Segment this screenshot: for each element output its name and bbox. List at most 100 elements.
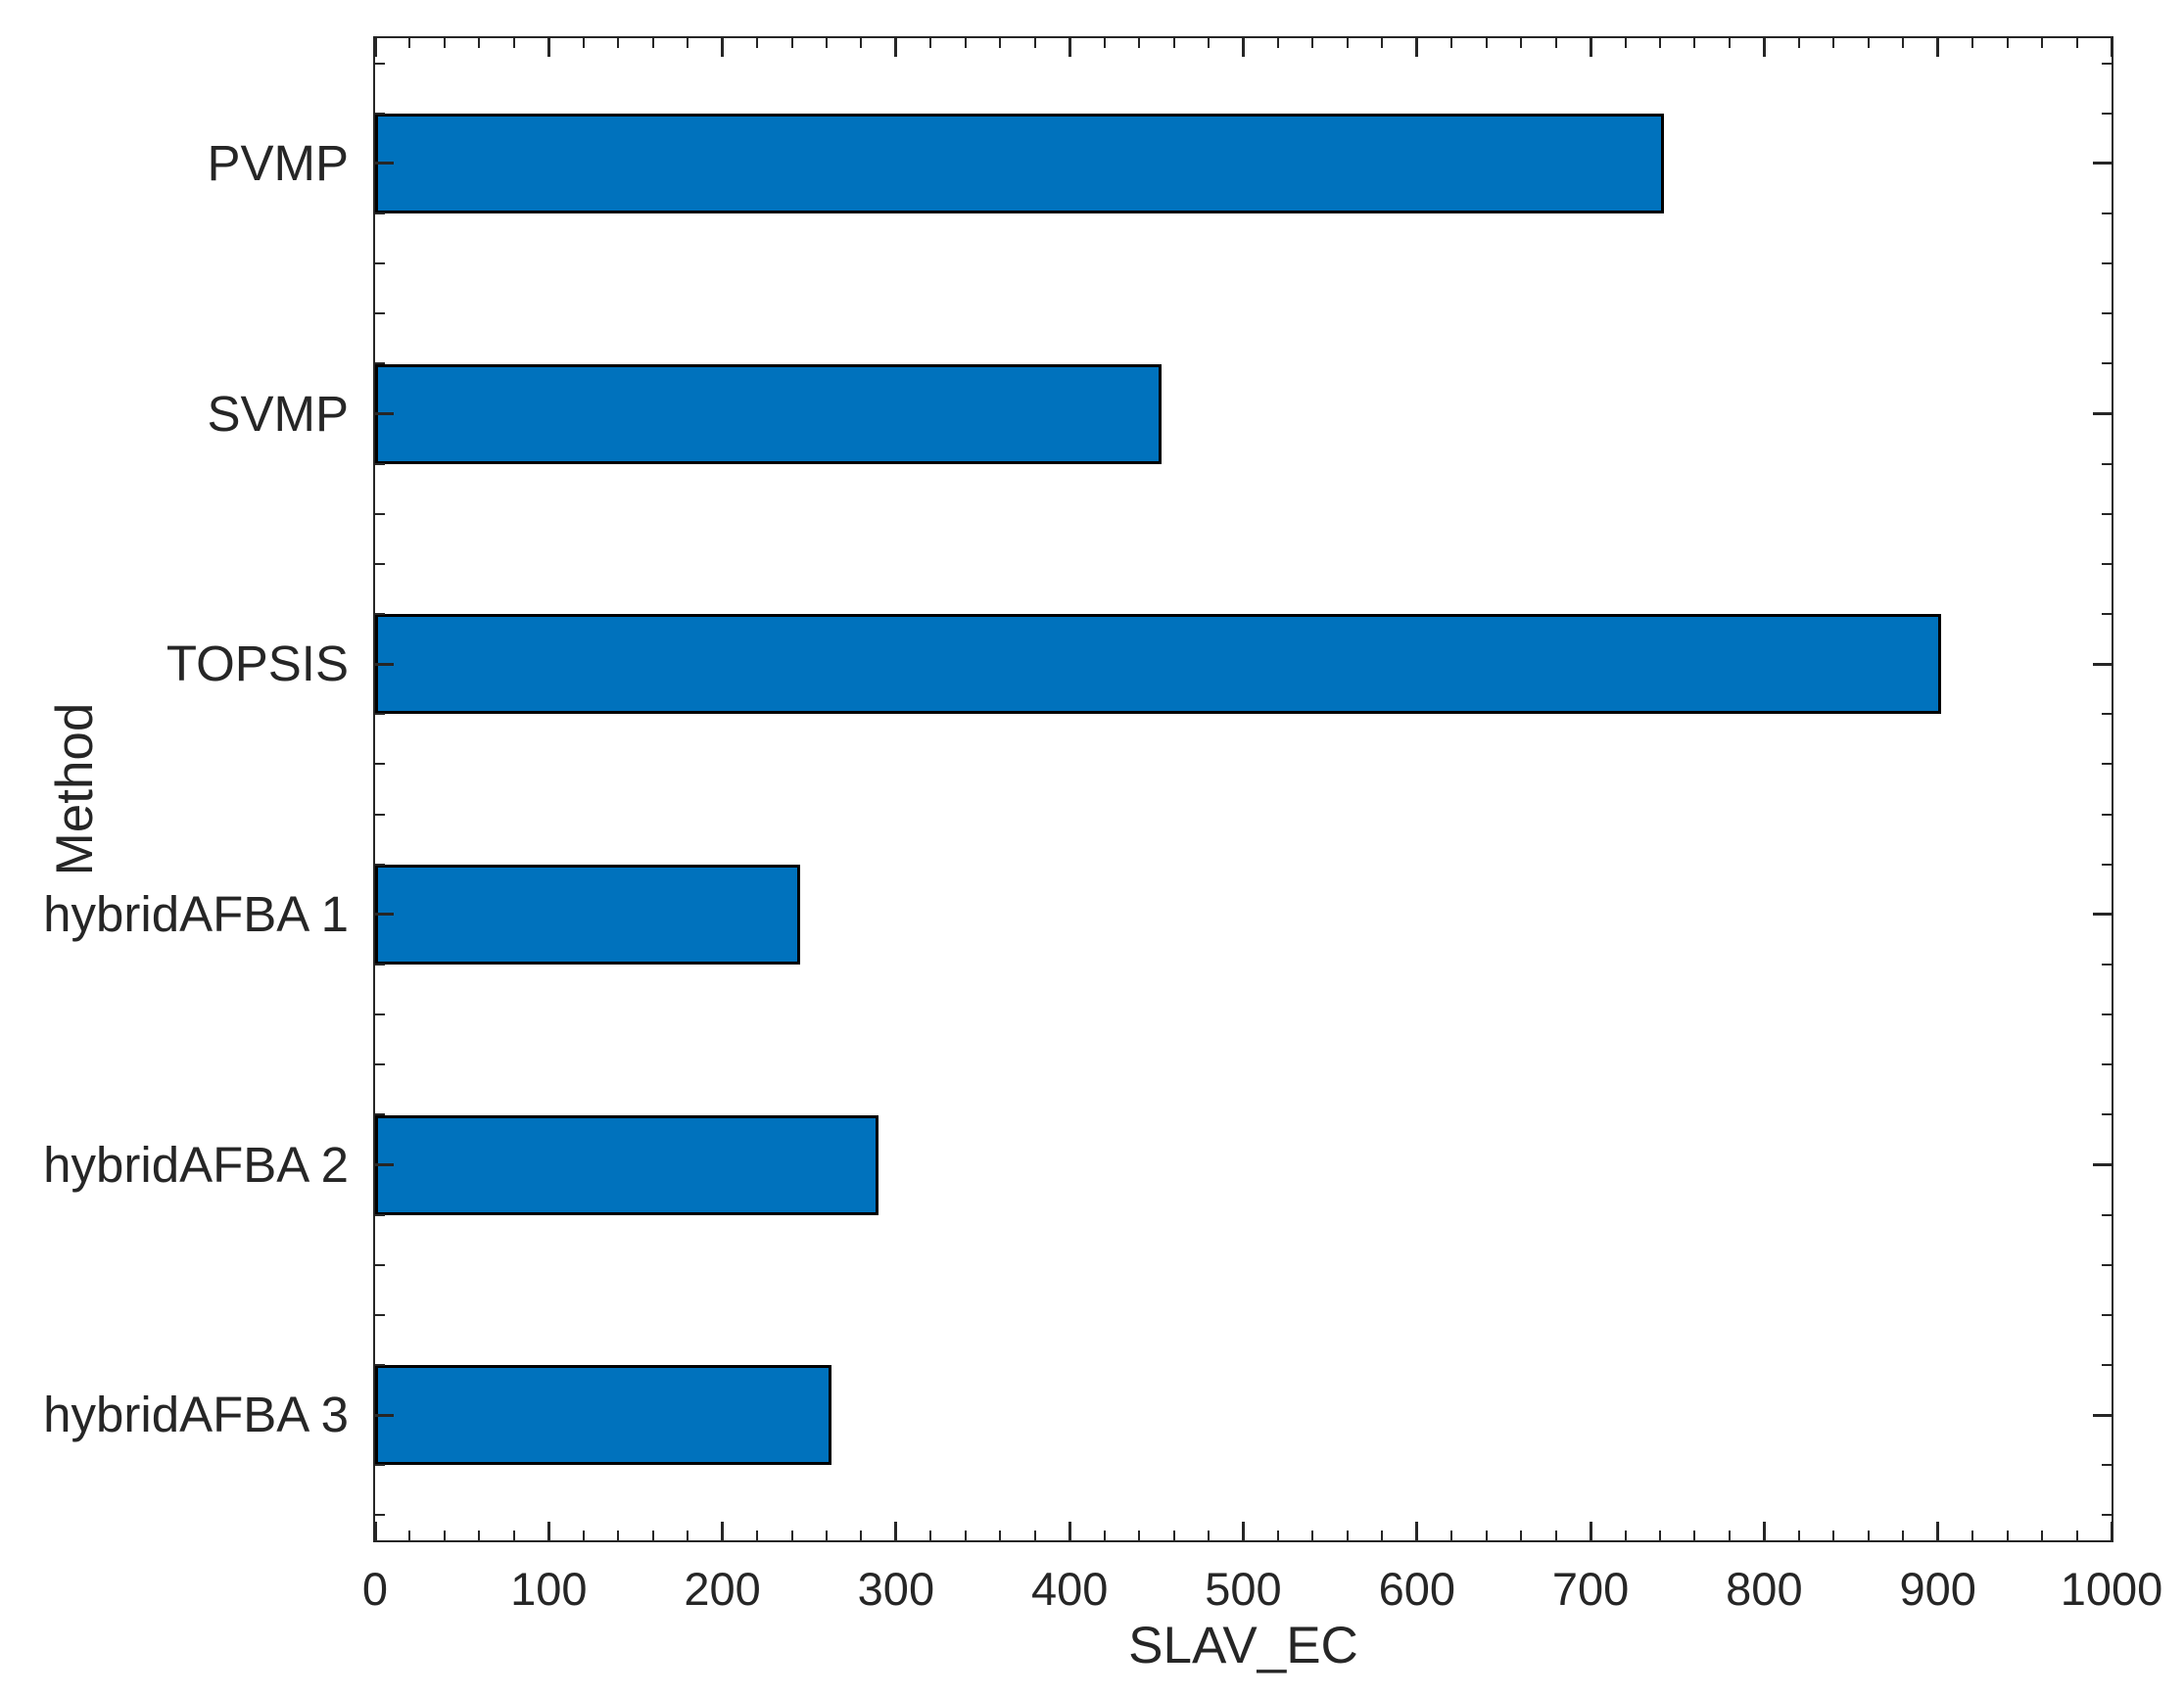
category-label: TOPSIS [166, 636, 349, 692]
x-tick-label: 700 [1551, 1563, 1630, 1615]
y-minor-tick [2102, 312, 2112, 315]
y-minor-tick [375, 1063, 385, 1066]
y-minor-tick [2102, 613, 2112, 616]
x-minor-tick [582, 38, 585, 48]
y-minor-tick [375, 462, 385, 465]
y-minor-tick [2102, 713, 2112, 716]
x-minor-tick [1033, 38, 1036, 48]
category-label: hybridAFBA 2 [43, 1136, 349, 1193]
x-minor-tick [1902, 1531, 1905, 1540]
y-major-tick [375, 913, 394, 917]
x-minor-tick [1693, 1531, 1696, 1540]
x-minor-tick [756, 1531, 759, 1540]
x-major-tick [1936, 38, 1940, 57]
x-minor-tick [1485, 38, 1488, 48]
y-major-tick [2093, 412, 2112, 415]
y-minor-tick [375, 1514, 385, 1517]
x-minor-tick [1138, 38, 1141, 48]
x-minor-tick [617, 38, 620, 48]
y-major-tick [375, 1163, 394, 1166]
x-minor-tick [1624, 38, 1627, 48]
x-minor-tick [1276, 38, 1279, 48]
y-minor-tick [375, 362, 385, 365]
x-minor-tick [999, 1531, 1002, 1540]
y-major-tick [2093, 1413, 2112, 1417]
y-minor-tick [2102, 1013, 2112, 1016]
y-minor-tick [2102, 1364, 2112, 1367]
bar [375, 864, 800, 965]
x-minor-tick [512, 38, 515, 48]
x-tick-label: 900 [1899, 1563, 1976, 1615]
y-minor-tick [2102, 512, 2112, 515]
x-minor-tick [929, 38, 932, 48]
y-minor-tick [2102, 1313, 2112, 1316]
x-minor-tick [443, 38, 446, 48]
y-minor-tick [375, 512, 385, 515]
y-minor-tick [375, 212, 385, 214]
x-minor-tick [2041, 38, 2044, 48]
x-minor-tick [1693, 38, 1696, 48]
x-minor-tick [408, 1531, 411, 1540]
y-minor-tick [2102, 1263, 2112, 1266]
x-minor-tick [1103, 38, 1106, 48]
x-minor-tick [1346, 1531, 1349, 1540]
x-minor-tick [2006, 38, 2009, 48]
x-minor-tick [687, 38, 689, 48]
x-major-tick [2110, 38, 2113, 57]
y-major-tick [2093, 162, 2112, 165]
x-tick-label: 100 [510, 1563, 588, 1615]
x-minor-tick [1554, 38, 1557, 48]
x-minor-tick [1033, 1531, 1036, 1540]
x-minor-tick [1450, 38, 1453, 48]
x-major-tick [894, 1522, 898, 1540]
y-major-tick [2093, 1163, 2112, 1166]
x-minor-tick [1797, 1531, 1800, 1540]
x-minor-tick [2075, 38, 2078, 48]
y-minor-tick [2102, 1514, 2112, 1517]
y-minor-tick [375, 1464, 385, 1467]
x-minor-tick [1381, 38, 1384, 48]
x-major-tick [1415, 38, 1419, 57]
bar [375, 614, 1941, 715]
y-minor-tick [375, 312, 385, 315]
x-minor-tick [1520, 1531, 1523, 1540]
x-minor-tick [790, 38, 793, 48]
category-label: PVMP [207, 134, 349, 191]
y-minor-tick [375, 763, 385, 766]
x-minor-tick [1797, 38, 1800, 48]
x-minor-tick [756, 38, 759, 48]
x-tick-label: 500 [1205, 1563, 1282, 1615]
y-major-tick [375, 662, 394, 666]
x-major-tick [721, 38, 725, 57]
category-label: SVMP [207, 385, 349, 442]
x-minor-tick [1624, 1531, 1627, 1540]
x-tick-label: 0 [361, 1563, 389, 1615]
y-minor-tick [375, 1263, 385, 1266]
y-minor-tick [2102, 562, 2112, 565]
x-minor-tick [1311, 1531, 1314, 1540]
x-major-tick [2110, 1522, 2113, 1540]
x-tick-label: 200 [684, 1563, 761, 1615]
x-major-tick [373, 1522, 377, 1540]
y-minor-tick [2102, 1063, 2112, 1066]
y-minor-tick [2102, 1113, 2112, 1116]
x-minor-tick [582, 1531, 585, 1540]
y-minor-tick [2102, 62, 2112, 65]
x-minor-tick [1520, 38, 1523, 48]
x-major-tick [721, 1522, 725, 1540]
x-minor-tick [1971, 1531, 1974, 1540]
bar [375, 363, 1162, 464]
x-minor-tick [1971, 38, 1974, 48]
y-minor-tick [375, 62, 385, 65]
x-major-tick [1242, 38, 1245, 57]
x-minor-tick [860, 38, 863, 48]
x-major-tick [1415, 1522, 1419, 1540]
x-minor-tick [1172, 38, 1175, 48]
x-major-tick [1936, 1522, 1940, 1540]
y-minor-tick [2102, 863, 2112, 866]
y-minor-tick [2102, 963, 2112, 966]
y-minor-tick [375, 1313, 385, 1316]
y-minor-tick [2102, 462, 2112, 465]
x-tick-label: 800 [1726, 1563, 1803, 1615]
x-major-tick [894, 38, 898, 57]
